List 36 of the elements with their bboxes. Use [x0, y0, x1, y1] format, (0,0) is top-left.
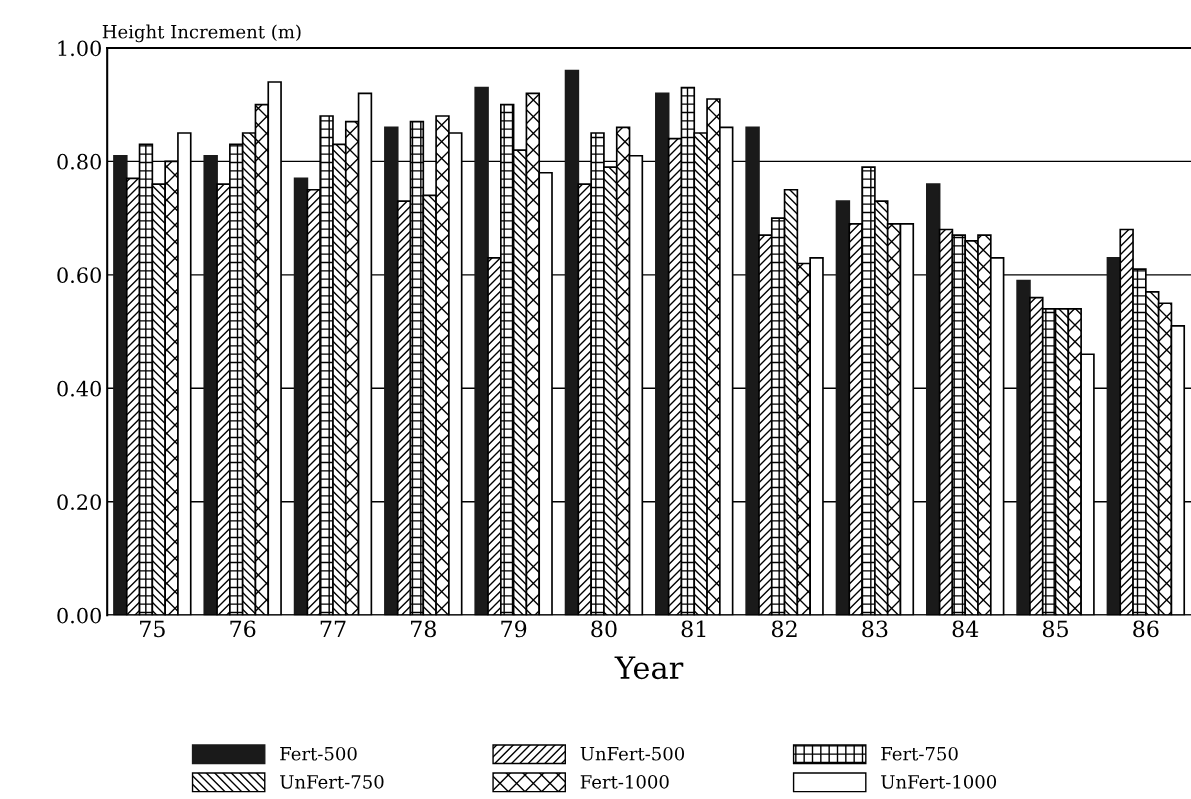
x-tick-label: 80 — [591, 620, 617, 638]
y-axis-title: Height Increment (m) — [102, 24, 301, 43]
bar — [474, 86, 489, 616]
bar — [655, 92, 670, 616]
bar — [203, 154, 218, 616]
x-tick-label: 85 — [1042, 620, 1068, 638]
x-axis-title: Year — [614, 656, 684, 680]
bar — [925, 183, 941, 616]
x-tick-label: 83 — [862, 620, 888, 638]
legend-label: Fert-500 — [280, 746, 357, 761]
x-tick-label: 86 — [1133, 620, 1159, 638]
bar — [113, 154, 128, 616]
y-tick-label: 0.60 — [57, 267, 101, 284]
bar — [564, 69, 580, 616]
bar — [1016, 279, 1031, 616]
x-tick-label: 84 — [952, 620, 979, 638]
x-tick-label: 81 — [681, 620, 706, 638]
bar — [293, 177, 309, 616]
y-tick-label: 1.00 — [58, 40, 101, 57]
legend-label: UnFert-750 — [280, 775, 384, 789]
y-tick-label: 0.20 — [57, 494, 101, 510]
legend-label: Fert-1000 — [580, 775, 669, 789]
x-tick-label: 76 — [230, 620, 256, 638]
y-tick-label: 0.80 — [57, 153, 101, 170]
legend-label: UnFert-500 — [580, 746, 685, 761]
legend-label: Fert-750 — [881, 746, 958, 761]
x-tick-label: 77 — [320, 620, 346, 637]
x-tick-label: 82 — [771, 620, 797, 638]
x-tick-label: 78 — [411, 620, 436, 638]
bar — [384, 126, 399, 616]
bar — [745, 126, 760, 616]
legend-label: UnFert-1000 — [881, 775, 997, 789]
y-tick-label: 0.40 — [57, 380, 101, 397]
y-tick-label: 0.00 — [57, 607, 101, 624]
x-tick-label: 79 — [501, 620, 527, 638]
x-tick-label: 75 — [140, 620, 165, 638]
